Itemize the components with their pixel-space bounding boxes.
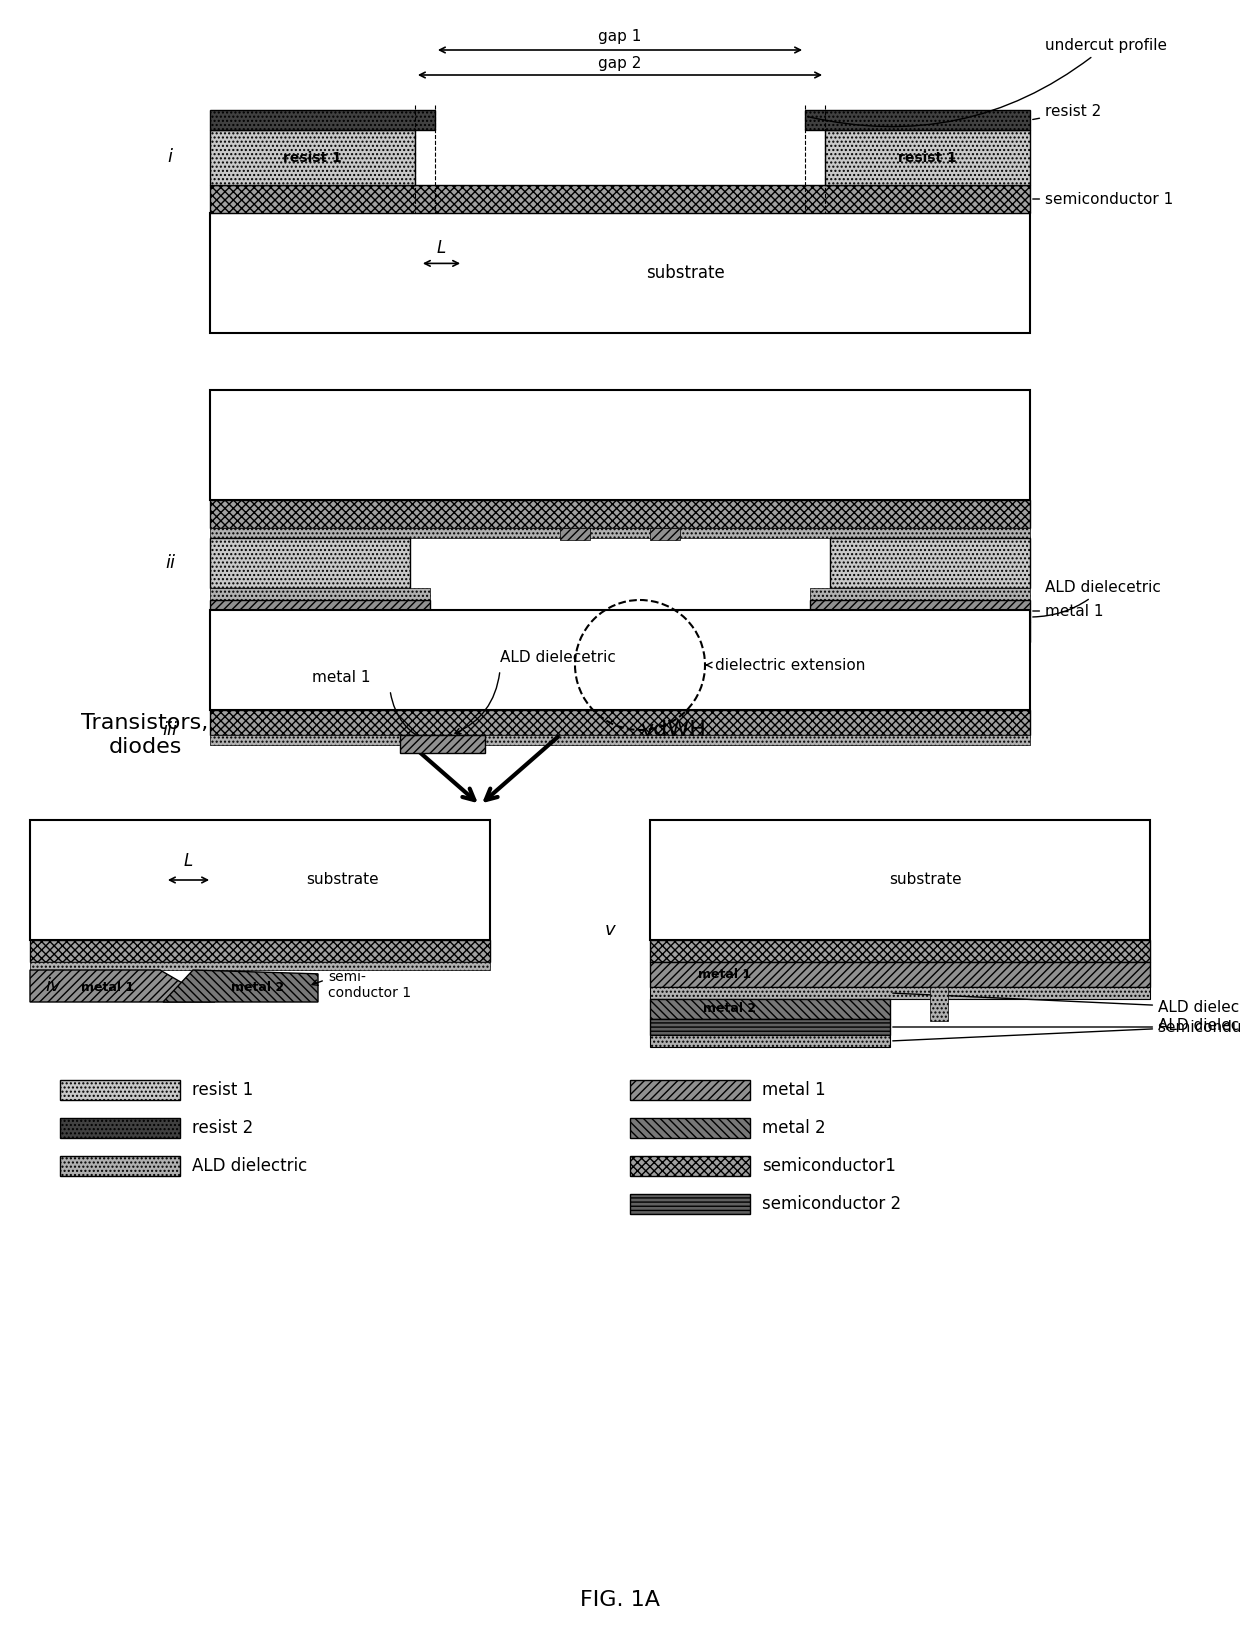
Bar bbox=[630, 1081, 750, 1101]
Bar bbox=[30, 962, 490, 970]
Text: vdWH: vdWH bbox=[640, 719, 706, 739]
Bar bbox=[825, 130, 1030, 185]
Bar bbox=[630, 1195, 750, 1214]
Bar bbox=[630, 1157, 750, 1176]
Bar bbox=[810, 601, 1030, 622]
Bar bbox=[650, 940, 1149, 962]
Text: resist 2: resist 2 bbox=[1033, 104, 1101, 119]
Text: resist 1: resist 1 bbox=[283, 150, 342, 165]
Text: ALD dielectric: ALD dielectric bbox=[192, 1157, 308, 1175]
Text: FIG. 1A: FIG. 1A bbox=[580, 1591, 660, 1610]
Text: metal 2: metal 2 bbox=[703, 1003, 756, 1015]
Text: v: v bbox=[605, 921, 615, 939]
Text: gap 2: gap 2 bbox=[599, 56, 641, 71]
Text: L: L bbox=[184, 853, 192, 871]
Text: ALD dielecetric: ALD dielecetric bbox=[893, 1018, 1240, 1041]
Bar bbox=[401, 734, 485, 752]
Bar bbox=[805, 111, 1030, 130]
Text: substrate: substrate bbox=[306, 873, 379, 888]
Bar bbox=[210, 538, 410, 587]
Text: metal 1: metal 1 bbox=[1033, 604, 1104, 619]
Bar bbox=[650, 998, 890, 1020]
Text: substrate: substrate bbox=[646, 264, 725, 282]
Text: L: L bbox=[436, 239, 445, 257]
Text: ALD dielecetric: ALD dielecetric bbox=[500, 650, 616, 665]
Text: i: i bbox=[167, 148, 172, 167]
Bar bbox=[210, 528, 1030, 538]
Text: metal 2: metal 2 bbox=[763, 1119, 826, 1137]
Bar bbox=[210, 130, 415, 185]
Bar bbox=[60, 1157, 180, 1176]
Bar bbox=[210, 710, 1030, 734]
Bar bbox=[650, 1020, 890, 1035]
Text: semiconductor 1: semiconductor 1 bbox=[1033, 191, 1173, 206]
Bar bbox=[560, 528, 590, 540]
Bar bbox=[210, 185, 1030, 213]
Bar bbox=[60, 1081, 180, 1101]
Text: metal 1: metal 1 bbox=[698, 969, 751, 982]
Text: semi-
conductor 1: semi- conductor 1 bbox=[329, 970, 412, 1000]
Text: iv: iv bbox=[45, 977, 61, 995]
Text: ALD dielecetric: ALD dielecetric bbox=[1033, 581, 1161, 617]
Bar bbox=[210, 587, 430, 601]
Bar bbox=[930, 987, 949, 1021]
Text: metal 1: metal 1 bbox=[763, 1081, 826, 1099]
Text: gap 1: gap 1 bbox=[599, 30, 641, 45]
Bar bbox=[210, 610, 1030, 710]
Polygon shape bbox=[30, 970, 215, 1002]
Bar bbox=[210, 500, 1030, 528]
Bar bbox=[210, 734, 1030, 746]
Text: resist 1: resist 1 bbox=[192, 1081, 253, 1099]
Text: undercut profile: undercut profile bbox=[807, 38, 1167, 127]
Bar bbox=[210, 111, 435, 130]
Bar bbox=[650, 528, 680, 540]
Text: dielectric extension: dielectric extension bbox=[715, 657, 866, 673]
Bar bbox=[210, 389, 1030, 500]
Bar bbox=[210, 601, 430, 622]
Text: semiconductor 2: semiconductor 2 bbox=[893, 1020, 1240, 1035]
Text: ALD dielecetric: ALD dielecetric bbox=[893, 993, 1240, 1015]
Text: ii: ii bbox=[165, 554, 175, 573]
Bar bbox=[810, 587, 1030, 601]
Bar bbox=[650, 820, 1149, 940]
Bar bbox=[30, 820, 490, 940]
Text: metal 1: metal 1 bbox=[311, 670, 370, 685]
Bar bbox=[210, 213, 1030, 333]
Text: metal 1: metal 1 bbox=[82, 982, 135, 993]
Bar bbox=[630, 1119, 750, 1138]
Bar bbox=[210, 622, 430, 642]
Text: semiconductor 2: semiconductor 2 bbox=[763, 1195, 901, 1213]
Text: semiconductor1: semiconductor1 bbox=[763, 1157, 895, 1175]
Text: resist 2: resist 2 bbox=[192, 1119, 253, 1137]
Bar bbox=[830, 538, 1030, 587]
Bar bbox=[650, 987, 1149, 998]
Text: resist 1: resist 1 bbox=[898, 150, 957, 165]
Bar bbox=[650, 1035, 890, 1048]
Text: substrate: substrate bbox=[889, 873, 961, 888]
Polygon shape bbox=[162, 970, 317, 1002]
Bar bbox=[30, 940, 490, 962]
Text: Transistors,
diodes: Transistors, diodes bbox=[82, 713, 208, 757]
Bar bbox=[60, 1119, 180, 1138]
Text: iii: iii bbox=[162, 721, 177, 739]
Text: metal 2: metal 2 bbox=[232, 982, 284, 993]
Bar bbox=[810, 622, 1030, 642]
Bar bbox=[650, 962, 1149, 987]
